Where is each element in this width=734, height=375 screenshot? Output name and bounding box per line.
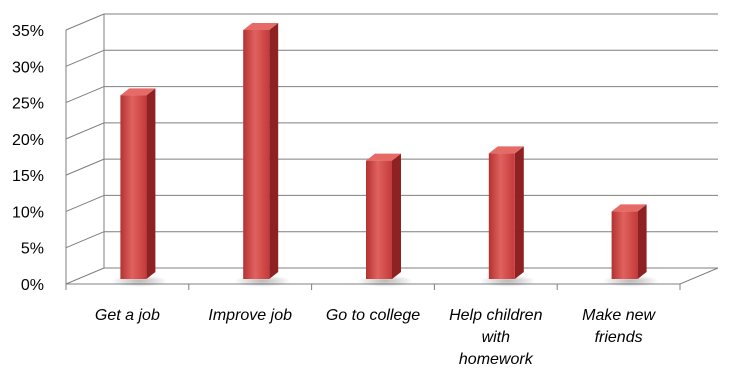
bar <box>111 88 168 287</box>
x-category-label: Get a job <box>95 307 160 324</box>
x-axis-category-labels: Get a job Improve job Go to college Help ch… <box>95 307 657 368</box>
y-tick-label: 10% <box>12 204 44 221</box>
x-category-label: Go to college <box>326 307 420 324</box>
gridline <box>65 194 718 212</box>
x-category-label: Help children with homework <box>449 307 542 368</box>
y-tick-label: 15% <box>12 168 44 185</box>
gridline <box>65 158 718 176</box>
gridline <box>65 86 718 104</box>
bar <box>602 204 659 287</box>
gridline <box>65 122 718 140</box>
bar <box>357 153 413 287</box>
y-tick-label: 5% <box>21 241 44 258</box>
bar <box>479 146 536 287</box>
y-tick-label: 35% <box>12 23 44 40</box>
gridline <box>65 267 105 285</box>
x-category-label: Improve job <box>208 307 292 324</box>
x-category-label: Make new friends <box>582 307 656 346</box>
bar <box>234 23 291 287</box>
bars <box>111 23 659 287</box>
gridlines <box>65 13 718 285</box>
y-tick-label: 30% <box>12 59 44 76</box>
gridline <box>65 49 718 67</box>
y-tick-label: 20% <box>12 132 44 149</box>
y-tick-label: 0% <box>21 277 44 294</box>
y-tick-label: 25% <box>12 96 44 113</box>
y-axis-tick-labels: 0% 5% 10% 15% 20% 25% 30% 35% <box>12 23 44 294</box>
gridline <box>65 13 718 31</box>
